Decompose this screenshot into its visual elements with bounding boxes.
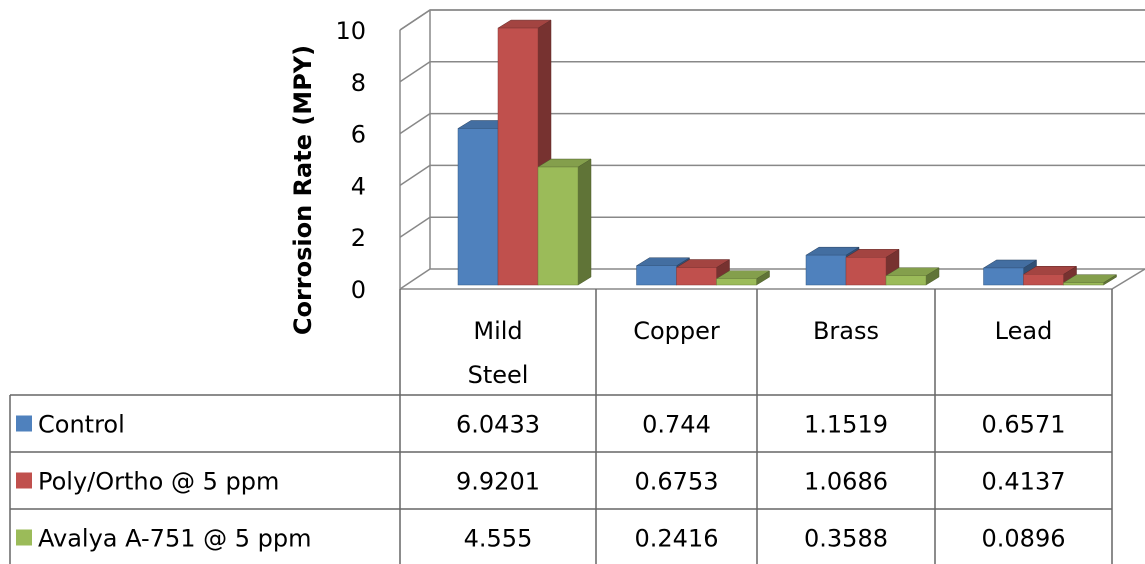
series-name: Avalya A-751 @ 5 ppm (38, 525, 312, 553)
data-cell: 4.555 (464, 525, 533, 553)
bar-side (577, 158, 592, 286)
data-cell: 0.3588 (804, 525, 888, 553)
category-label: Copper (633, 317, 720, 345)
data-cell: 0.2416 (635, 525, 719, 553)
data-cell: 0.6753 (635, 468, 719, 496)
category-label: Mild (473, 317, 522, 345)
data-cell: 6.0433 (456, 411, 540, 439)
bars (457, 19, 1118, 286)
bar-lead-2 (1062, 274, 1118, 286)
bar-brass-2 (885, 267, 940, 286)
category-label: Steel (468, 361, 529, 389)
data-cell: 0.6571 (982, 411, 1066, 439)
data-cell: 1.1519 (804, 411, 888, 439)
bar-copper-2 (715, 270, 771, 286)
y-tick-label: 6 (351, 121, 366, 149)
series-name: Poly/Ortho @ 5 ppm (38, 468, 279, 496)
data-cell: 9.9201 (456, 468, 540, 496)
y-tick-label: 10 (335, 17, 366, 45)
category-label: Brass (813, 317, 879, 345)
y-axis-label: Corrosion Rate (MPY) (289, 45, 317, 335)
category-label: Lead (995, 317, 1053, 345)
series-name: Control (38, 411, 125, 439)
data-cell: 1.0686 (804, 468, 888, 496)
bar-front (716, 278, 757, 286)
bar-front (676, 267, 717, 286)
bar-front (457, 128, 499, 286)
data-cell: 0.744 (642, 411, 711, 439)
bar-front (537, 166, 579, 286)
y-axis-ticks: 0 2 4 6 8 10 (335, 17, 366, 304)
bar-front (983, 267, 1024, 286)
bar-copper-1 (675, 259, 731, 286)
data-table: Mild Steel Copper Brass Lead Control 6.0433 0.7… (9, 289, 1113, 564)
y-tick-label: 2 (351, 224, 366, 252)
legend-key-2 (16, 529, 32, 546)
bar-front (636, 265, 677, 286)
gridlines (399, 9, 1145, 290)
y-tick-label: 0 (351, 276, 366, 304)
bar-front (885, 275, 927, 286)
data-cell: 0.4137 (982, 468, 1066, 496)
legend-key-0 (16, 415, 32, 432)
bar-mild-steel-2 (537, 158, 592, 286)
bar-front (1063, 282, 1104, 286)
bar-front (497, 27, 539, 286)
y-tick-label: 8 (351, 69, 366, 97)
legend-key-1 (16, 472, 32, 489)
bar-front (1023, 274, 1064, 286)
y-tick-label: 4 (351, 172, 366, 200)
bar-front (845, 257, 887, 286)
bar-lead-1 (1022, 265, 1078, 286)
bar-front (805, 254, 847, 286)
data-cell: 0.0896 (982, 525, 1066, 553)
